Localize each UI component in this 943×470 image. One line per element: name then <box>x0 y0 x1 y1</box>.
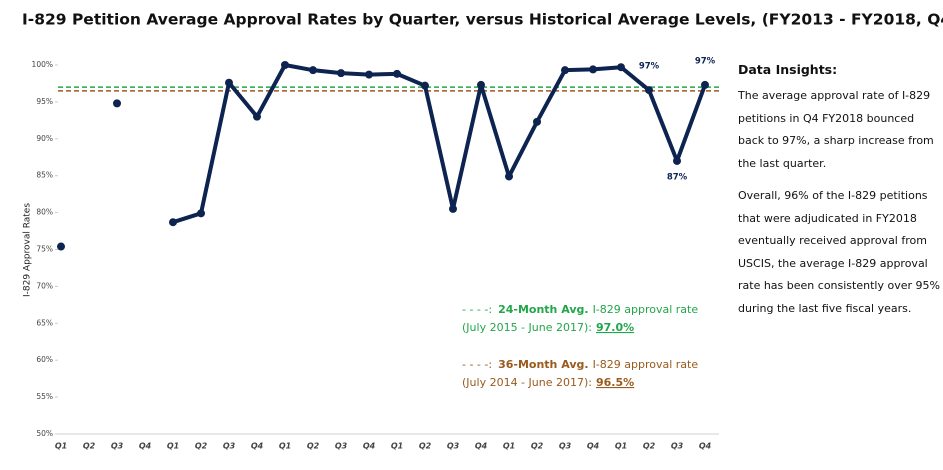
point <box>337 69 345 78</box>
x-tick-label: Q4 <box>139 442 152 451</box>
x-tick-label: Q1 <box>503 442 515 451</box>
point <box>645 86 653 95</box>
point <box>57 242 65 251</box>
point <box>477 80 485 89</box>
legend-marker: - - - -: <box>462 358 492 371</box>
x-tick-label: Q4 <box>251 442 264 451</box>
legend-entry: (July 2014 - June 2017): 96.5% <box>462 376 634 389</box>
chart-title: I-829 Petition Average Approval Rates by… <box>22 11 943 29</box>
point <box>505 172 513 181</box>
point <box>113 99 121 108</box>
data-label: 87% <box>667 172 688 182</box>
point <box>365 70 373 79</box>
point <box>561 66 569 75</box>
x-tick-label: Q3 <box>559 442 572 451</box>
point <box>421 81 429 90</box>
x-tick-label: Q2 <box>83 442 96 451</box>
legend-value: 96.5% <box>596 376 634 389</box>
x-tick-label: Q2 <box>531 442 544 451</box>
point <box>589 65 597 74</box>
y-tick-label: 100% <box>32 60 53 69</box>
x-tick-label: Q4 <box>363 442 376 451</box>
y-tick-label: 95% <box>36 97 53 106</box>
y-tick-label: 90% <box>36 134 53 143</box>
point <box>533 117 541 126</box>
legend-description: I-829 approval rate <box>593 303 699 316</box>
x-tick-label: Q4 <box>475 442 488 451</box>
legend-marker: - - - -: <box>462 303 492 316</box>
x-tick-label: Q4 <box>587 442 600 451</box>
legend-value: 97.0% <box>596 321 634 334</box>
point <box>197 209 205 218</box>
insight-paragraph: Overall, 96% of the I-829 petitions that… <box>738 189 940 315</box>
x-tick-label: Q1 <box>167 442 179 451</box>
point <box>393 69 401 78</box>
y-tick-label: 75% <box>36 245 53 254</box>
legend-name: 36-Month Avg. <box>498 358 588 371</box>
data-label: 97% <box>695 56 716 66</box>
x-tick-label: Q1 <box>55 442 67 451</box>
y-tick-label: 50% <box>36 429 53 438</box>
x-tick-label: Q4 <box>699 442 712 451</box>
point <box>617 63 625 72</box>
legend-period: (July 2015 - June 2017): <box>462 321 592 334</box>
data-label: 97% <box>639 62 660 72</box>
legend-entry: - - - -: 24-Month Avg. I-829 approval rate <box>462 303 698 316</box>
line <box>172 63 707 225</box>
y-tick-label: 80% <box>36 208 53 217</box>
point <box>449 204 457 213</box>
x-tick-label: Q1 <box>279 442 291 451</box>
insight-paragraph: The average approval rate of I-829 petit… <box>738 89 934 170</box>
point <box>169 218 177 227</box>
point <box>281 61 289 69</box>
x-tick-label: Q1 <box>615 442 627 451</box>
x-tick-label: Q3 <box>111 442 124 451</box>
point <box>673 156 681 165</box>
insights-title: Data Insights: <box>738 62 838 77</box>
point <box>309 66 317 75</box>
y-tick-label: 70% <box>36 281 53 290</box>
legend-name: 24-Month Avg. <box>498 303 588 316</box>
y-tick-label: 55% <box>36 392 53 401</box>
point <box>253 112 261 121</box>
point <box>225 78 233 87</box>
legend-entry: (July 2015 - June 2017): 97.0% <box>462 321 634 334</box>
legend-description: I-829 approval rate <box>593 358 699 371</box>
point <box>701 80 709 89</box>
x-tick-label: Q3 <box>447 442 460 451</box>
y-tick-label: 85% <box>36 171 53 180</box>
legend-period: (July 2014 - June 2017): <box>462 376 592 389</box>
x-tick-label: Q2 <box>307 442 320 451</box>
y-axis-label: I-829 Approval Rates <box>23 203 33 297</box>
x-tick-label: Q3 <box>223 442 236 451</box>
x-tick-label: Q2 <box>419 442 432 451</box>
x-tick-label: Q2 <box>195 442 208 451</box>
insights-panel: Data Insights: The average approval rate… <box>738 60 943 330</box>
x-tick-label: Q2 <box>643 442 656 451</box>
y-tick-label: 65% <box>36 318 53 327</box>
x-tick-label: Q3 <box>671 442 684 451</box>
legend-entry: - - - -: 36-Month Avg. I-829 approval rate <box>462 358 698 371</box>
y-tick-label: 60% <box>36 355 53 364</box>
x-tick-label: Q3 <box>335 442 348 451</box>
x-tick-label: Q1 <box>391 442 403 451</box>
